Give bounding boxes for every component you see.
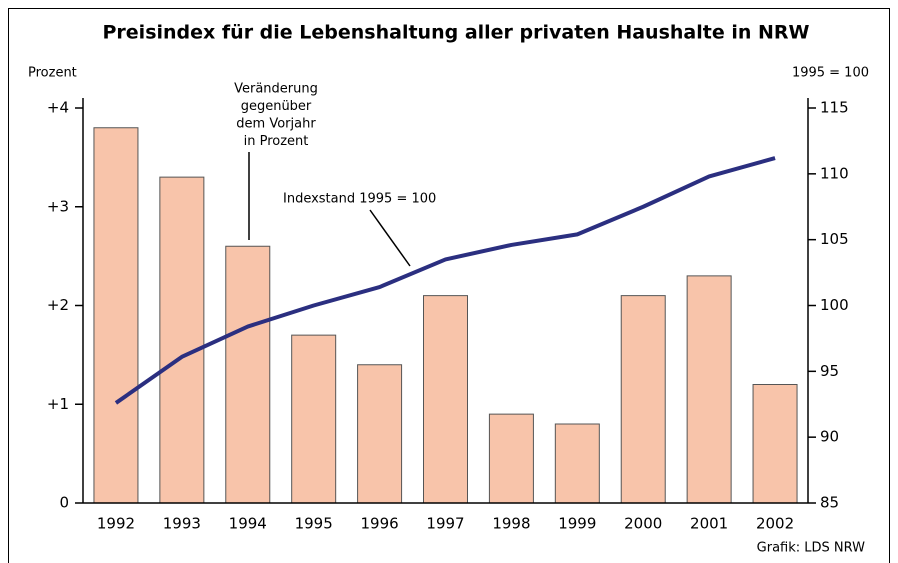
y-axis-label: Prozent bbox=[28, 66, 77, 81]
x-tick-label: 1999 bbox=[558, 515, 596, 533]
y2-tick-label: 85 bbox=[820, 494, 839, 512]
source: Grafik: LDS NRW bbox=[757, 541, 865, 556]
x-tick-label: 2000 bbox=[624, 515, 662, 533]
chart-title: Preisindex für die Lebenshaltung aller p… bbox=[103, 22, 810, 44]
bar bbox=[424, 296, 468, 503]
y2-tick-label: 110 bbox=[820, 164, 849, 182]
x-tick-label: 1996 bbox=[360, 515, 398, 533]
y2-tick-label: 115 bbox=[820, 99, 849, 117]
bar bbox=[621, 296, 665, 503]
y2-tick-label: 90 bbox=[820, 428, 839, 446]
bar bbox=[555, 424, 599, 503]
x-tick-label: 1993 bbox=[163, 515, 201, 533]
annotation: in Prozent bbox=[244, 134, 309, 149]
annotation-pointer bbox=[370, 210, 410, 266]
y-tick-label: +2 bbox=[47, 296, 69, 314]
annotation: Indexstand 1995 = 100 bbox=[283, 192, 436, 207]
bar bbox=[687, 276, 731, 503]
bar bbox=[94, 128, 138, 503]
y2-tick-label: 100 bbox=[820, 296, 849, 314]
page: {"chart_data": {"type": "bar_line", "tit… bbox=[0, 0, 898, 563]
annotation: Veränderung bbox=[234, 82, 318, 97]
y-tick-label: +3 bbox=[47, 197, 69, 215]
y-tick-label: +4 bbox=[47, 99, 69, 117]
y-tick-label: +1 bbox=[47, 395, 69, 413]
bar bbox=[358, 365, 402, 503]
x-tick-label: 1994 bbox=[229, 515, 267, 533]
x-tick-label: 1998 bbox=[492, 515, 530, 533]
x-tick-label: 1995 bbox=[295, 515, 333, 533]
chart: Preisindex für die Lebenshaltung aller p… bbox=[0, 0, 898, 563]
bar bbox=[292, 335, 336, 503]
y2-tick-label: 105 bbox=[820, 230, 849, 248]
bar bbox=[489, 414, 533, 503]
annotation: gegenüber bbox=[241, 99, 312, 114]
bar bbox=[226, 246, 270, 503]
x-tick-label: 2002 bbox=[756, 515, 794, 533]
y2-axis-label: 1995 = 100 bbox=[792, 66, 869, 81]
x-tick-label: 1992 bbox=[97, 515, 135, 533]
y2-tick-label: 95 bbox=[820, 362, 839, 380]
x-tick-label: 1997 bbox=[426, 515, 464, 533]
x-tick-label: 2001 bbox=[690, 515, 728, 533]
bar bbox=[753, 385, 797, 504]
bar bbox=[160, 177, 204, 503]
annotation: dem Vorjahr bbox=[236, 117, 316, 132]
y-tick-label: 0 bbox=[59, 494, 69, 512]
